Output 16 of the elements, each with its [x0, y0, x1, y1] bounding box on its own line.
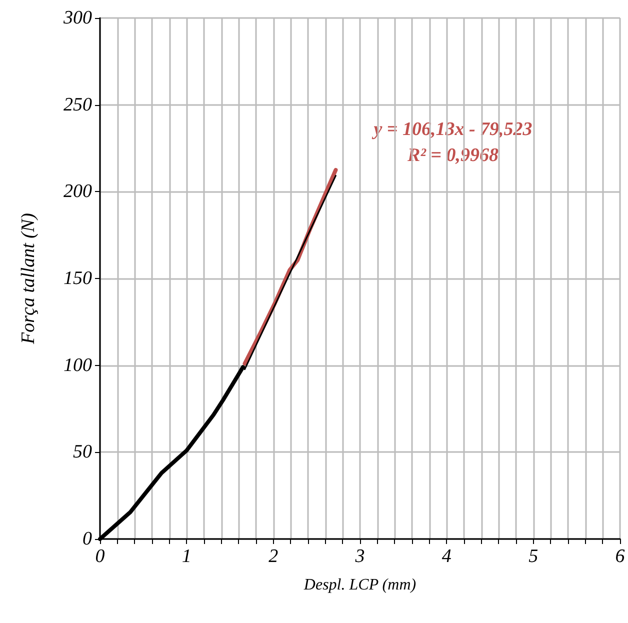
y-tick-label: 50: [73, 442, 92, 463]
y-tick-label: 250: [64, 94, 92, 116]
y-axis-title: Força tallant (N): [18, 213, 39, 345]
y-tick-label: 200: [64, 181, 92, 202]
y-tick-label: 0: [82, 528, 92, 550]
y-tick-label: 150: [64, 268, 92, 289]
x-tick-label: 3: [354, 546, 365, 567]
y-tick-label: 300: [62, 8, 92, 28]
x-tick-label: 0: [95, 546, 106, 567]
x-tick-label: 1: [182, 546, 192, 567]
x-tick-label: 2: [268, 546, 279, 567]
x-tick-label: 4: [442, 546, 452, 567]
y-tick-label: 100: [64, 354, 92, 376]
x-tick-label: 5: [528, 546, 538, 567]
x-tick-label: 6: [615, 546, 626, 567]
x-axis-title: Despl. LCP (mm): [302, 576, 416, 594]
